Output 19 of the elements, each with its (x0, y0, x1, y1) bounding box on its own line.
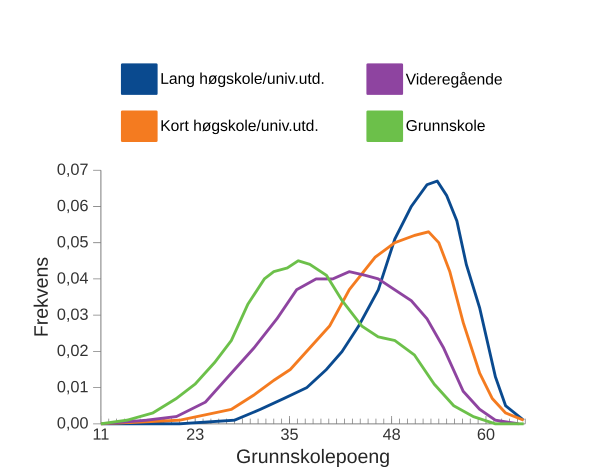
y-tick-label: 0,00 (57, 416, 88, 430)
y-tick-label: 0,04 (57, 272, 88, 286)
legend-label: Grunnskole (406, 119, 485, 131)
x-tick-label: 11 (94, 428, 109, 440)
y-tick-label: 0,01 (57, 380, 88, 394)
legend-label: Lang høgskole/univ.utd. (161, 72, 324, 87)
y-tick-label: 0,06 (57, 200, 88, 213)
x-tick-label: 60 (478, 428, 494, 440)
y-tick-label: 0,03 (57, 308, 88, 322)
x-axis-title: Grunnskolepoeng (237, 448, 389, 467)
x-tick-label: 35 (281, 428, 298, 440)
legend-label: Kort høgskole/univ.utd. (161, 119, 318, 134)
x-tick-label: 23 (186, 428, 204, 440)
y-tick-label: 0,02 (57, 344, 88, 358)
y-tick-label: 0,07 (57, 163, 88, 177)
y-axis-title: Frekvens (34, 257, 48, 336)
x-tick-label: 48 (382, 428, 400, 440)
legend-label: Videregående (406, 72, 502, 88)
y-tick-label: 0,05 (57, 236, 88, 250)
